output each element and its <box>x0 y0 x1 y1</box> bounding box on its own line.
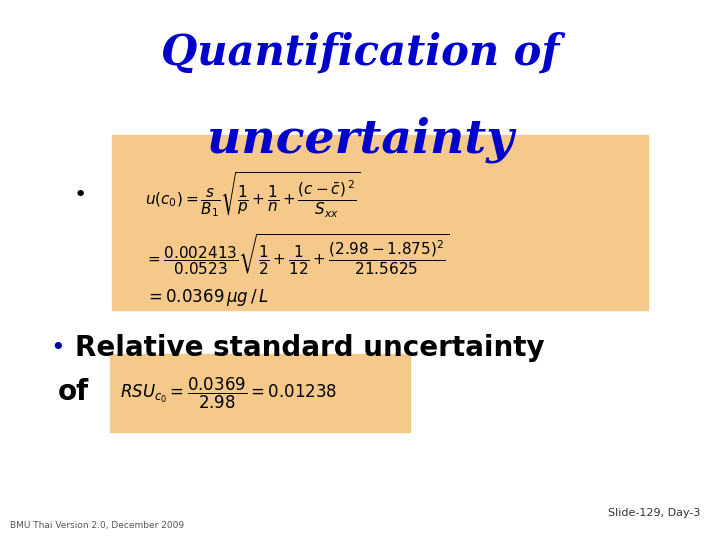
Text: $= 0.0369\,\mu g\,/\,L$: $= 0.0369\,\mu g\,/\,L$ <box>145 287 269 307</box>
Text: •: • <box>50 336 66 360</box>
Text: Relative standard uncertainty: Relative standard uncertainty <box>75 334 544 362</box>
Text: BMU Thai Version 2.0, December 2009: BMU Thai Version 2.0, December 2009 <box>10 521 184 530</box>
Text: of: of <box>58 378 89 406</box>
Text: •: • <box>73 185 86 205</box>
Text: Slide-129, Day-3: Slide-129, Day-3 <box>608 508 700 518</box>
Text: $= \dfrac{0.002413}{0.0523}\sqrt{\dfrac{1}{2} + \dfrac{1}{12} + \dfrac{(2.98 - 1: $= \dfrac{0.002413}{0.0523}\sqrt{\dfrac{… <box>145 233 449 278</box>
Text: uncertainty: uncertainty <box>207 117 513 163</box>
Text: Quantification of: Quantification of <box>161 32 559 74</box>
FancyBboxPatch shape <box>110 354 410 432</box>
FancyBboxPatch shape <box>112 135 648 310</box>
Text: $RSU_{c_0} = \dfrac{0.0369}{2.98} = 0.01238$: $RSU_{c_0} = \dfrac{0.0369}{2.98} = 0.01… <box>120 375 337 410</box>
Text: $u(c_0) = \dfrac{s}{B_1}\sqrt{\dfrac{1}{p} + \dfrac{1}{n} + \dfrac{(c - \bar{c}): $u(c_0) = \dfrac{s}{B_1}\sqrt{\dfrac{1}{… <box>145 170 360 220</box>
